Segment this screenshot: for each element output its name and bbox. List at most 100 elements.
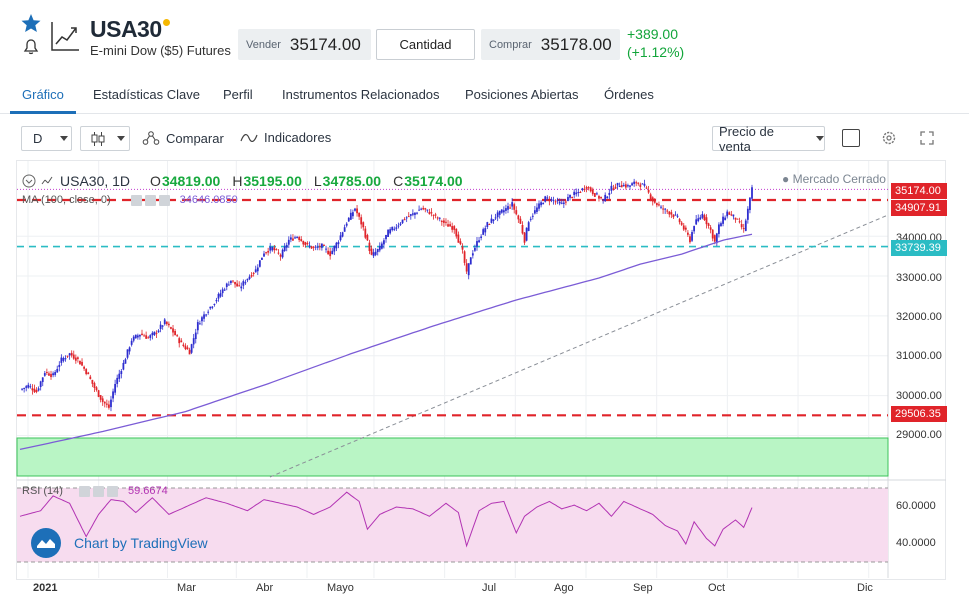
price-type-select[interactable]: Precio de venta xyxy=(712,124,825,154)
rsi-value: 59.6674 xyxy=(127,485,168,497)
compare-button[interactable]: Comparar xyxy=(142,130,224,146)
candle-body xyxy=(356,208,358,214)
candle-body xyxy=(482,229,485,235)
tab-perfil[interactable]: Perfil xyxy=(223,87,253,102)
candle-body xyxy=(374,251,377,255)
candle-body xyxy=(283,246,286,251)
candle-body xyxy=(746,208,749,220)
ma-remove-icon[interactable] xyxy=(158,194,170,206)
rsi-visibility-icon[interactable] xyxy=(92,485,104,497)
candle-body xyxy=(341,232,344,237)
quantity-input[interactable]: Cantidad xyxy=(376,29,475,60)
candle-body xyxy=(79,360,81,365)
candle-body xyxy=(50,373,52,378)
candle-body xyxy=(724,217,727,220)
candle-body xyxy=(116,377,119,384)
tab-instrumentos-relacionados[interactable]: Instrumentos Relacionados xyxy=(282,87,440,102)
candle-body xyxy=(602,199,605,201)
candle-body xyxy=(110,399,112,408)
candle-body xyxy=(159,324,162,330)
candle-body xyxy=(198,323,201,325)
alert-bell-icon[interactable] xyxy=(21,38,41,56)
settings-gear-icon[interactable] xyxy=(881,130,897,146)
candle-body xyxy=(167,323,170,326)
indicators-button[interactable]: Indicadores xyxy=(240,130,331,145)
tab-posiciones-abiertas[interactable]: Posiciones Abiertas xyxy=(465,87,579,102)
candle-body xyxy=(548,199,551,202)
rsi-name: RSI (14) xyxy=(22,485,63,497)
candle-body xyxy=(60,357,63,363)
candle-body xyxy=(329,251,332,257)
candle-body xyxy=(387,229,389,237)
candle-body xyxy=(655,203,658,206)
x-tick-ago: Ago xyxy=(554,582,574,594)
indicators-label: Indicadores xyxy=(264,130,332,145)
y-tick-30000: 30000.00 xyxy=(896,390,942,402)
candle-body xyxy=(505,208,507,211)
sell-label: Vender xyxy=(246,38,281,51)
candle-body xyxy=(383,240,385,245)
candle-body xyxy=(451,226,454,230)
interval-select[interactable]: D xyxy=(21,126,72,151)
candle-body xyxy=(325,248,327,250)
candle-body xyxy=(275,249,278,251)
candle-body xyxy=(519,218,522,224)
chevron-down-icon xyxy=(816,136,824,141)
candle-body xyxy=(269,246,272,251)
candle-body xyxy=(304,242,307,246)
buy-button[interactable]: Comprar 35178.00 xyxy=(481,29,620,60)
candle-body xyxy=(366,235,369,241)
candle-body xyxy=(666,210,669,212)
candle-body xyxy=(538,203,540,209)
candle-body xyxy=(740,224,743,228)
candle-body xyxy=(254,269,257,273)
candle-body xyxy=(624,184,627,188)
candle-body xyxy=(695,219,698,225)
candle-body xyxy=(399,223,402,225)
candle-body xyxy=(581,188,584,191)
candle-body xyxy=(682,225,685,230)
tab-ordenes[interactable]: Órdenes xyxy=(604,87,654,102)
rsi-remove-icon[interactable] xyxy=(106,485,118,497)
candle-body xyxy=(277,252,280,254)
candle-body xyxy=(409,214,412,216)
sell-button[interactable]: Vender 35174.00 xyxy=(238,29,371,60)
candle-body xyxy=(207,311,210,313)
candle-body xyxy=(281,249,284,258)
candle-body xyxy=(711,229,714,239)
candle-body xyxy=(424,208,427,210)
candle-body xyxy=(589,187,592,192)
x-tick-abr: Abr xyxy=(256,582,274,594)
candle-body xyxy=(455,228,458,237)
candle-body xyxy=(194,332,197,340)
ma-settings-icon[interactable] xyxy=(130,194,142,206)
collapse-legend-icon[interactable] xyxy=(22,174,36,188)
tab-estadisticas-clave[interactable]: Estadísticas Clave xyxy=(93,87,200,102)
chart-type-select[interactable] xyxy=(80,126,130,151)
ma-visibility-icon[interactable] xyxy=(144,194,156,206)
candle-body xyxy=(155,332,158,334)
candle-body xyxy=(515,210,518,215)
screenshot-checkbox[interactable] xyxy=(842,129,860,147)
candle-body xyxy=(509,207,511,209)
candle-body xyxy=(418,209,420,211)
tab-grafico[interactable]: Gráfico xyxy=(22,87,64,102)
moving-average-line xyxy=(19,233,753,451)
candle-body xyxy=(343,227,346,232)
candle-body xyxy=(401,219,404,224)
candle-body xyxy=(337,242,340,245)
favorite-star-icon[interactable] xyxy=(21,14,41,33)
candle-body xyxy=(190,344,193,353)
fullscreen-icon[interactable] xyxy=(920,131,934,145)
candle-body xyxy=(660,206,662,208)
candle-body xyxy=(161,325,164,327)
candle-body xyxy=(631,183,633,186)
rsi-settings-icon[interactable] xyxy=(78,485,90,497)
candle-body xyxy=(312,246,315,248)
candle-body xyxy=(223,289,226,291)
candle-body xyxy=(178,338,181,344)
tradingview-branding[interactable]: Chart by TradingView xyxy=(30,527,208,559)
candle-body xyxy=(664,208,667,210)
